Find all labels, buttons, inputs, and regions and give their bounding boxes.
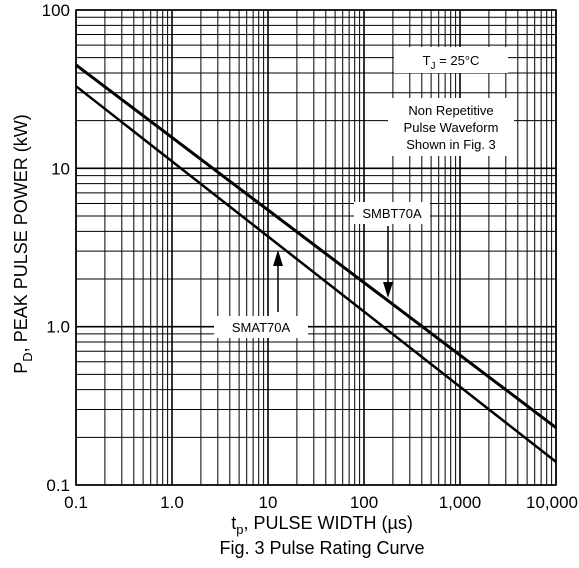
- y-tick-label: 10: [51, 159, 70, 178]
- x-tick-label: 100: [350, 493, 378, 512]
- temperature-box: [394, 47, 508, 73]
- x-tick-label: 1,000: [439, 493, 482, 512]
- series-layer: [75, 63, 557, 463]
- plot-frame: [75, 9, 557, 486]
- x-tick-label: 10: [259, 493, 278, 512]
- smat70a-arrow-head: [273, 250, 283, 266]
- y-axis-label: PD, PEAK PULSE POWER (kW): [11, 114, 35, 373]
- y-tick-label: 0.1: [46, 476, 70, 495]
- waveform-note-line-3: Shown in Fig. 3: [406, 137, 496, 152]
- figure-caption: Fig. 3 Pulse Rating Curve: [219, 538, 424, 558]
- smbt70a-label: SMBT70A: [362, 206, 422, 221]
- series-line-smat70a: [75, 85, 557, 463]
- series-line-smbt70a: [75, 63, 557, 429]
- smbt70a-label-box: [354, 202, 430, 224]
- waveform-note-line-1: Non Repetitive: [408, 103, 493, 118]
- smat70a-label: SMAT70A: [232, 320, 291, 335]
- y-tick-label: 1.0: [46, 318, 70, 337]
- smat70a-label-box: [214, 316, 308, 338]
- waveform-note-box: [388, 98, 514, 156]
- temperature-label: TJ = 25°C: [423, 53, 480, 72]
- y-tick-label: 100: [42, 1, 70, 20]
- x-tick-labels: 0.1 1.0 10 100 1,000 10,000: [64, 493, 578, 512]
- y-tick-labels: 0.1 1.0 10 100: [42, 1, 70, 495]
- x-tick-label: 10,000: [526, 493, 578, 512]
- waveform-note-line-2: Pulse Waveform: [404, 120, 499, 135]
- x-axis-label: tp, PULSE WIDTH (µs): [231, 513, 413, 537]
- x-tick-label: 0.1: [64, 493, 88, 512]
- x-tick-label: 1.0: [160, 493, 184, 512]
- smbt70a-arrow-head: [383, 282, 393, 298]
